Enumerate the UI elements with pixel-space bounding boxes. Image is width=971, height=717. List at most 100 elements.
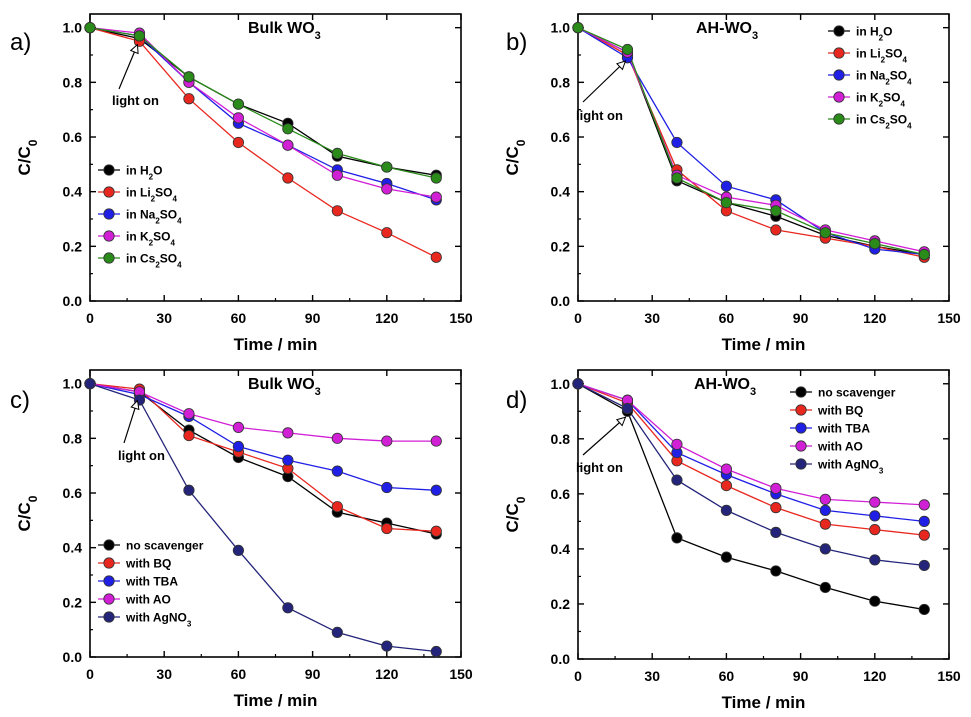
data-point: [869, 524, 881, 536]
data-point: [819, 227, 831, 239]
legend-marker: [833, 69, 845, 81]
data-point: [770, 502, 782, 514]
panel-title: AH-WO3: [696, 20, 758, 42]
panel-title-part: 3: [752, 30, 758, 42]
data-point: [572, 22, 584, 34]
legend-entry-part: 2: [149, 172, 154, 181]
legend-entry: in Na2SO4: [126, 208, 182, 226]
legend-entry-part: SO: [885, 47, 902, 61]
x-tick-label: 60: [719, 668, 735, 684]
legend-entry-part: SO: [883, 91, 900, 105]
data-point: [84, 22, 96, 34]
legend-marker: [833, 47, 845, 59]
x-tick-label: 120: [375, 310, 399, 326]
legend-entry-part: 2: [155, 260, 160, 269]
data-point: [381, 481, 393, 494]
y-tick-label: 0.8: [551, 74, 571, 90]
x-tick-label: 90: [793, 310, 809, 326]
data-point: [671, 136, 683, 149]
legend-entry-part: 3: [187, 619, 192, 628]
legend-entry-part: in Na: [126, 208, 156, 222]
data-point: [381, 435, 393, 447]
legend-entry-part: O: [883, 25, 892, 39]
x-tick-label: 30: [156, 310, 172, 326]
legend-entry-part: in Cs: [856, 113, 886, 127]
legend-marker: [795, 440, 807, 452]
y-tick-label: 1.0: [63, 20, 83, 36]
data-point: [282, 602, 294, 614]
legend-entry: with AO: [817, 440, 863, 454]
y-tick-label: 0.4: [63, 540, 83, 556]
data-point: [282, 139, 294, 151]
y-axis-title-part: 0: [514, 496, 528, 503]
data-point: [183, 408, 195, 420]
panel-title-part: 3: [750, 386, 756, 398]
x-tick-label: 0: [574, 668, 582, 684]
series-line-4: [577, 383, 925, 567]
panel-title: Bulk WO3: [248, 376, 321, 398]
legend-marker: [103, 252, 115, 264]
series-line-3: [577, 27, 925, 253]
legend-entry: in Cs2SO4: [856, 113, 912, 131]
y-tick-label: 0.6: [551, 486, 571, 502]
legend-entry-part: no scavenger: [126, 539, 204, 553]
series-line-2: [89, 383, 437, 491]
y-tick-label: 1.0: [551, 376, 571, 392]
y-axis-title-part: 0: [26, 139, 40, 146]
x-tick-label: 0: [86, 666, 94, 682]
data-point: [133, 30, 146, 42]
x-tick-label: 90: [793, 668, 809, 684]
legend-entry: in Na2SO4: [856, 69, 912, 87]
data-point: [331, 205, 343, 217]
data-point: [282, 454, 294, 466]
legend-entry-part: 4: [907, 121, 912, 130]
y-tick-label: 0.8: [63, 430, 83, 446]
data-point: [232, 136, 244, 149]
series-line-1: [89, 27, 437, 258]
x-tick-label: 150: [937, 310, 961, 326]
y-axis-title-part: 0: [514, 139, 528, 146]
legend-entry-part: in Na: [856, 69, 886, 83]
legend-entry-part: 2: [151, 194, 156, 203]
data-point: [770, 565, 782, 577]
series-line-0: [577, 383, 925, 611]
data-point: [671, 474, 683, 486]
data-point: [869, 595, 881, 607]
series-line-3: [89, 383, 437, 442]
legend-entry: in H2O: [126, 164, 162, 182]
y-tick-label: 0.4: [63, 184, 83, 200]
legend-entry-part: in Cs: [126, 252, 156, 266]
series-line-3: [577, 383, 925, 506]
data-point: [430, 251, 442, 263]
y-tick-label: 0.6: [551, 129, 571, 145]
data-point: [869, 238, 881, 250]
legend-entry: in K2SO4: [126, 230, 175, 248]
legend-entry-part: SO: [155, 186, 172, 200]
legend-marker: [103, 611, 115, 623]
panel-label: a): [10, 29, 31, 56]
data-point: [918, 499, 930, 511]
data-point: [621, 402, 634, 415]
data-point: [282, 123, 294, 135]
y-tick-label: 0.4: [551, 541, 571, 557]
x-tick-label: 0: [574, 310, 582, 326]
legend-marker: [103, 208, 115, 220]
y-axis-title-part: C/C: [503, 146, 522, 175]
y-axis-title: C/C0: [15, 495, 40, 531]
y-tick-label: 0.4: [551, 184, 571, 200]
series-line-4: [89, 27, 437, 179]
data-point: [918, 529, 930, 541]
series-line-2: [577, 383, 925, 523]
data-point: [918, 515, 930, 527]
y-axis-title: C/C0: [503, 496, 528, 532]
annotation-arrow-head: [616, 60, 627, 71]
data-point: [430, 435, 442, 447]
y-tick-label: 0.6: [63, 129, 83, 145]
panel-title-part: 3: [315, 386, 321, 398]
legend-marker: [795, 404, 807, 416]
data-point: [819, 504, 831, 516]
legend-entry-part: 4: [907, 77, 912, 86]
panel-title-part: 3: [315, 30, 321, 42]
panel-label: b): [506, 29, 527, 56]
